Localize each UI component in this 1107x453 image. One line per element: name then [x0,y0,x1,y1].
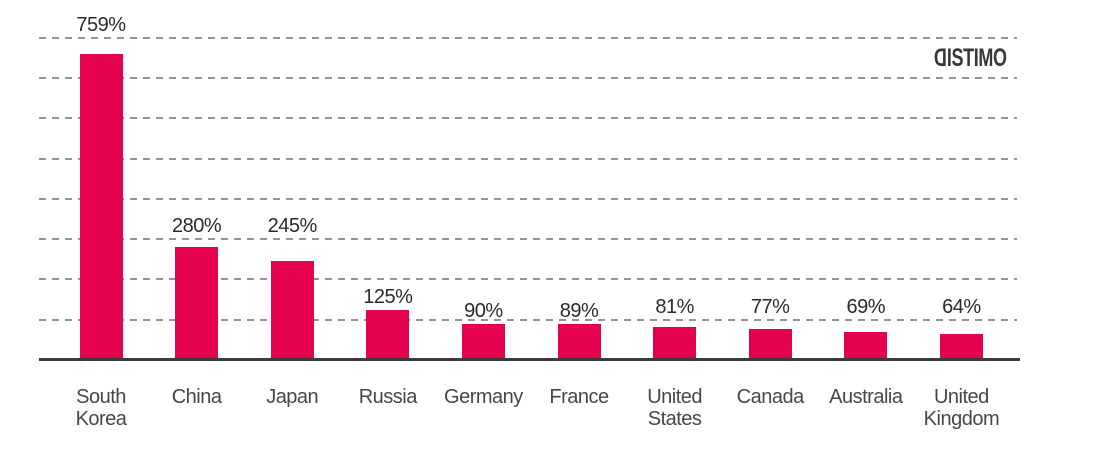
bar [79,54,123,360]
gridline [39,278,1017,281]
logo-letter-mirrored: D [934,44,948,72]
category-label: Canada [736,386,805,408]
bar-value-label: 759% [76,13,126,36]
category-label: Japan [266,386,319,408]
bar [175,247,219,360]
gridline [39,318,1017,321]
bar-value-label: 89% [559,300,599,323]
gridline [39,197,1017,200]
bar-value-label: 81% [655,295,694,318]
bar-value-label: 280% [172,215,222,238]
gridline [39,76,1017,79]
bar [653,327,697,360]
bar [748,328,792,360]
logo-letters: ISTIMO [947,44,1007,72]
gridline [39,117,1017,120]
category-label: Germany [444,386,523,408]
category-label: Russia [358,386,418,408]
bar-value-label: 245% [267,215,318,238]
category-label: France [549,386,609,408]
category-label: United Kingdom [923,386,1000,430]
bar [270,261,314,360]
bar [939,334,983,360]
bar [557,324,601,360]
bar-value-label: 90% [464,299,503,322]
category-label: United States [647,386,702,430]
x-axis-line [39,358,1020,361]
bar-value-label: 77% [750,295,790,318]
gridline [39,238,1017,241]
gridline [39,36,1017,39]
bar-value-label: 125% [363,285,413,308]
bar [461,323,505,360]
category-label: Australia [829,386,903,408]
bar-value-label: 64% [942,295,981,318]
gridline [39,157,1017,160]
category-label: South Korea [75,386,127,430]
bar [366,309,410,360]
bar-value-label: 69% [846,295,886,318]
distimo-logo: DISTIMO [934,44,1008,73]
category-label: China [171,386,222,408]
bar [844,332,888,360]
